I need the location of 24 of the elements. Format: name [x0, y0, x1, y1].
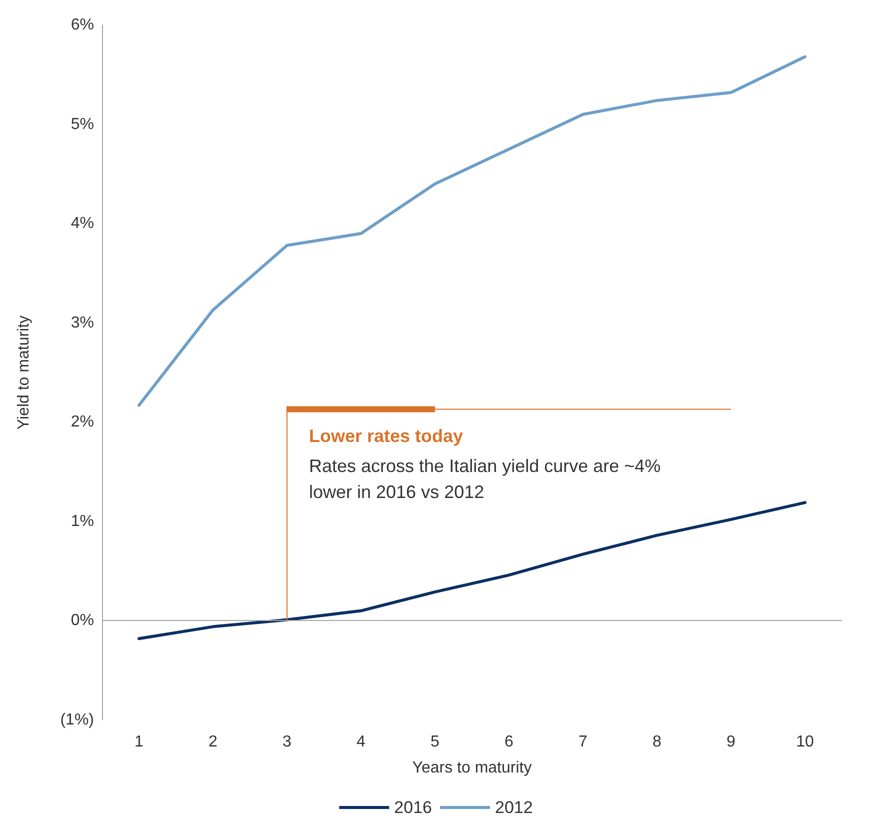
y-tick-label: 3%: [70, 314, 94, 332]
y-tick-label: 4%: [70, 215, 94, 232]
x-tick-label: 2: [208, 734, 218, 750]
x-axis-title: Years to maturity: [412, 760, 532, 776]
y-tick-label: 0%: [70, 612, 94, 630]
x-tick-label: 9: [726, 734, 736, 750]
y-tick-label: 1%: [70, 512, 94, 530]
x-tick-label: 4: [356, 734, 366, 750]
y-tick-label: (1%): [60, 712, 94, 728]
annotation: Rates across the Italian yield curve are ~4% lower in 2016 vs 2012: [309, 456, 666, 502]
y-tick-label: 6%: [70, 16, 94, 34]
x-tick-label: 6: [504, 734, 514, 750]
x-tick-label: 5: [430, 734, 440, 750]
x-tick-label: 3: [282, 734, 292, 750]
y-tick-label: 5%: [70, 116, 94, 133]
annotation: Lower rates today: [309, 426, 464, 446]
x-tick-label: 7: [578, 734, 588, 750]
y-axis-title: Yield to maturity: [16, 315, 32, 430]
x-tick-label: 8: [652, 734, 662, 750]
legend-label: 2012: [495, 798, 533, 817]
y-tick-label: 2%: [70, 414, 94, 431]
legend-label: 2016: [394, 798, 432, 817]
x-tick-label: 10: [796, 734, 814, 750]
x-tick-label: 1: [134, 734, 144, 750]
